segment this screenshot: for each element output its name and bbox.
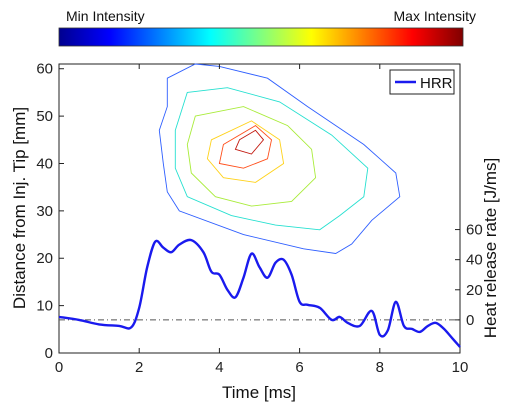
x-tick-label: 4 — [215, 359, 223, 376]
x-tick-label: 0 — [55, 359, 63, 376]
y-right-tick-label: 0 — [466, 312, 474, 329]
y-left-tick-label: 30 — [36, 203, 53, 220]
y-left-tick-label: 60 — [36, 61, 53, 78]
x-axis-label: Time [ms] — [222, 383, 296, 402]
x-tick-label: 2 — [135, 359, 143, 376]
y-right-axis-ticks: 0 20 40 60 — [455, 222, 483, 329]
contour-mid — [186, 106, 317, 207]
y-left-tick-label: 0 — [45, 345, 53, 362]
x-tick-label: 10 — [452, 359, 469, 376]
contour-layer — [158, 63, 401, 254]
y-left-tick-label: 40 — [36, 155, 53, 172]
colorbar-max-label: Max Intensity — [394, 8, 476, 24]
y-right-tick-label: 20 — [466, 282, 483, 299]
x-tick-label: 8 — [376, 359, 384, 376]
y-left-tick-label: 10 — [36, 298, 53, 315]
contour-mid-low — [174, 87, 369, 231]
contour-high — [218, 125, 272, 169]
colorbar-min-label: Min Intensity — [66, 8, 145, 24]
contour-mid-high — [206, 120, 285, 183]
contour-peak — [234, 129, 265, 155]
y-left-tick-label: 20 — [36, 250, 53, 267]
y-right-tick-label: 60 — [466, 222, 483, 239]
y-left-axis-label: Distance from Inj. Tip [mm] — [10, 107, 29, 309]
colorbar — [58, 27, 464, 47]
contour-low — [158, 63, 401, 254]
y-left-axis-ticks: 0 10 20 30 40 50 60 — [36, 61, 64, 362]
x-axis-ticks: 0 2 4 6 8 10 — [55, 64, 469, 376]
y-right-tick-label: 40 — [466, 252, 483, 269]
series-hrr-line — [58, 238, 461, 348]
legend-label-hrr: HRR — [420, 75, 453, 92]
legend: HRR — [389, 69, 455, 95]
y-left-tick-label: 50 — [36, 108, 53, 125]
x-tick-label: 6 — [295, 359, 303, 376]
y-right-axis-label: Heat release rate [J/ms] — [481, 158, 500, 338]
